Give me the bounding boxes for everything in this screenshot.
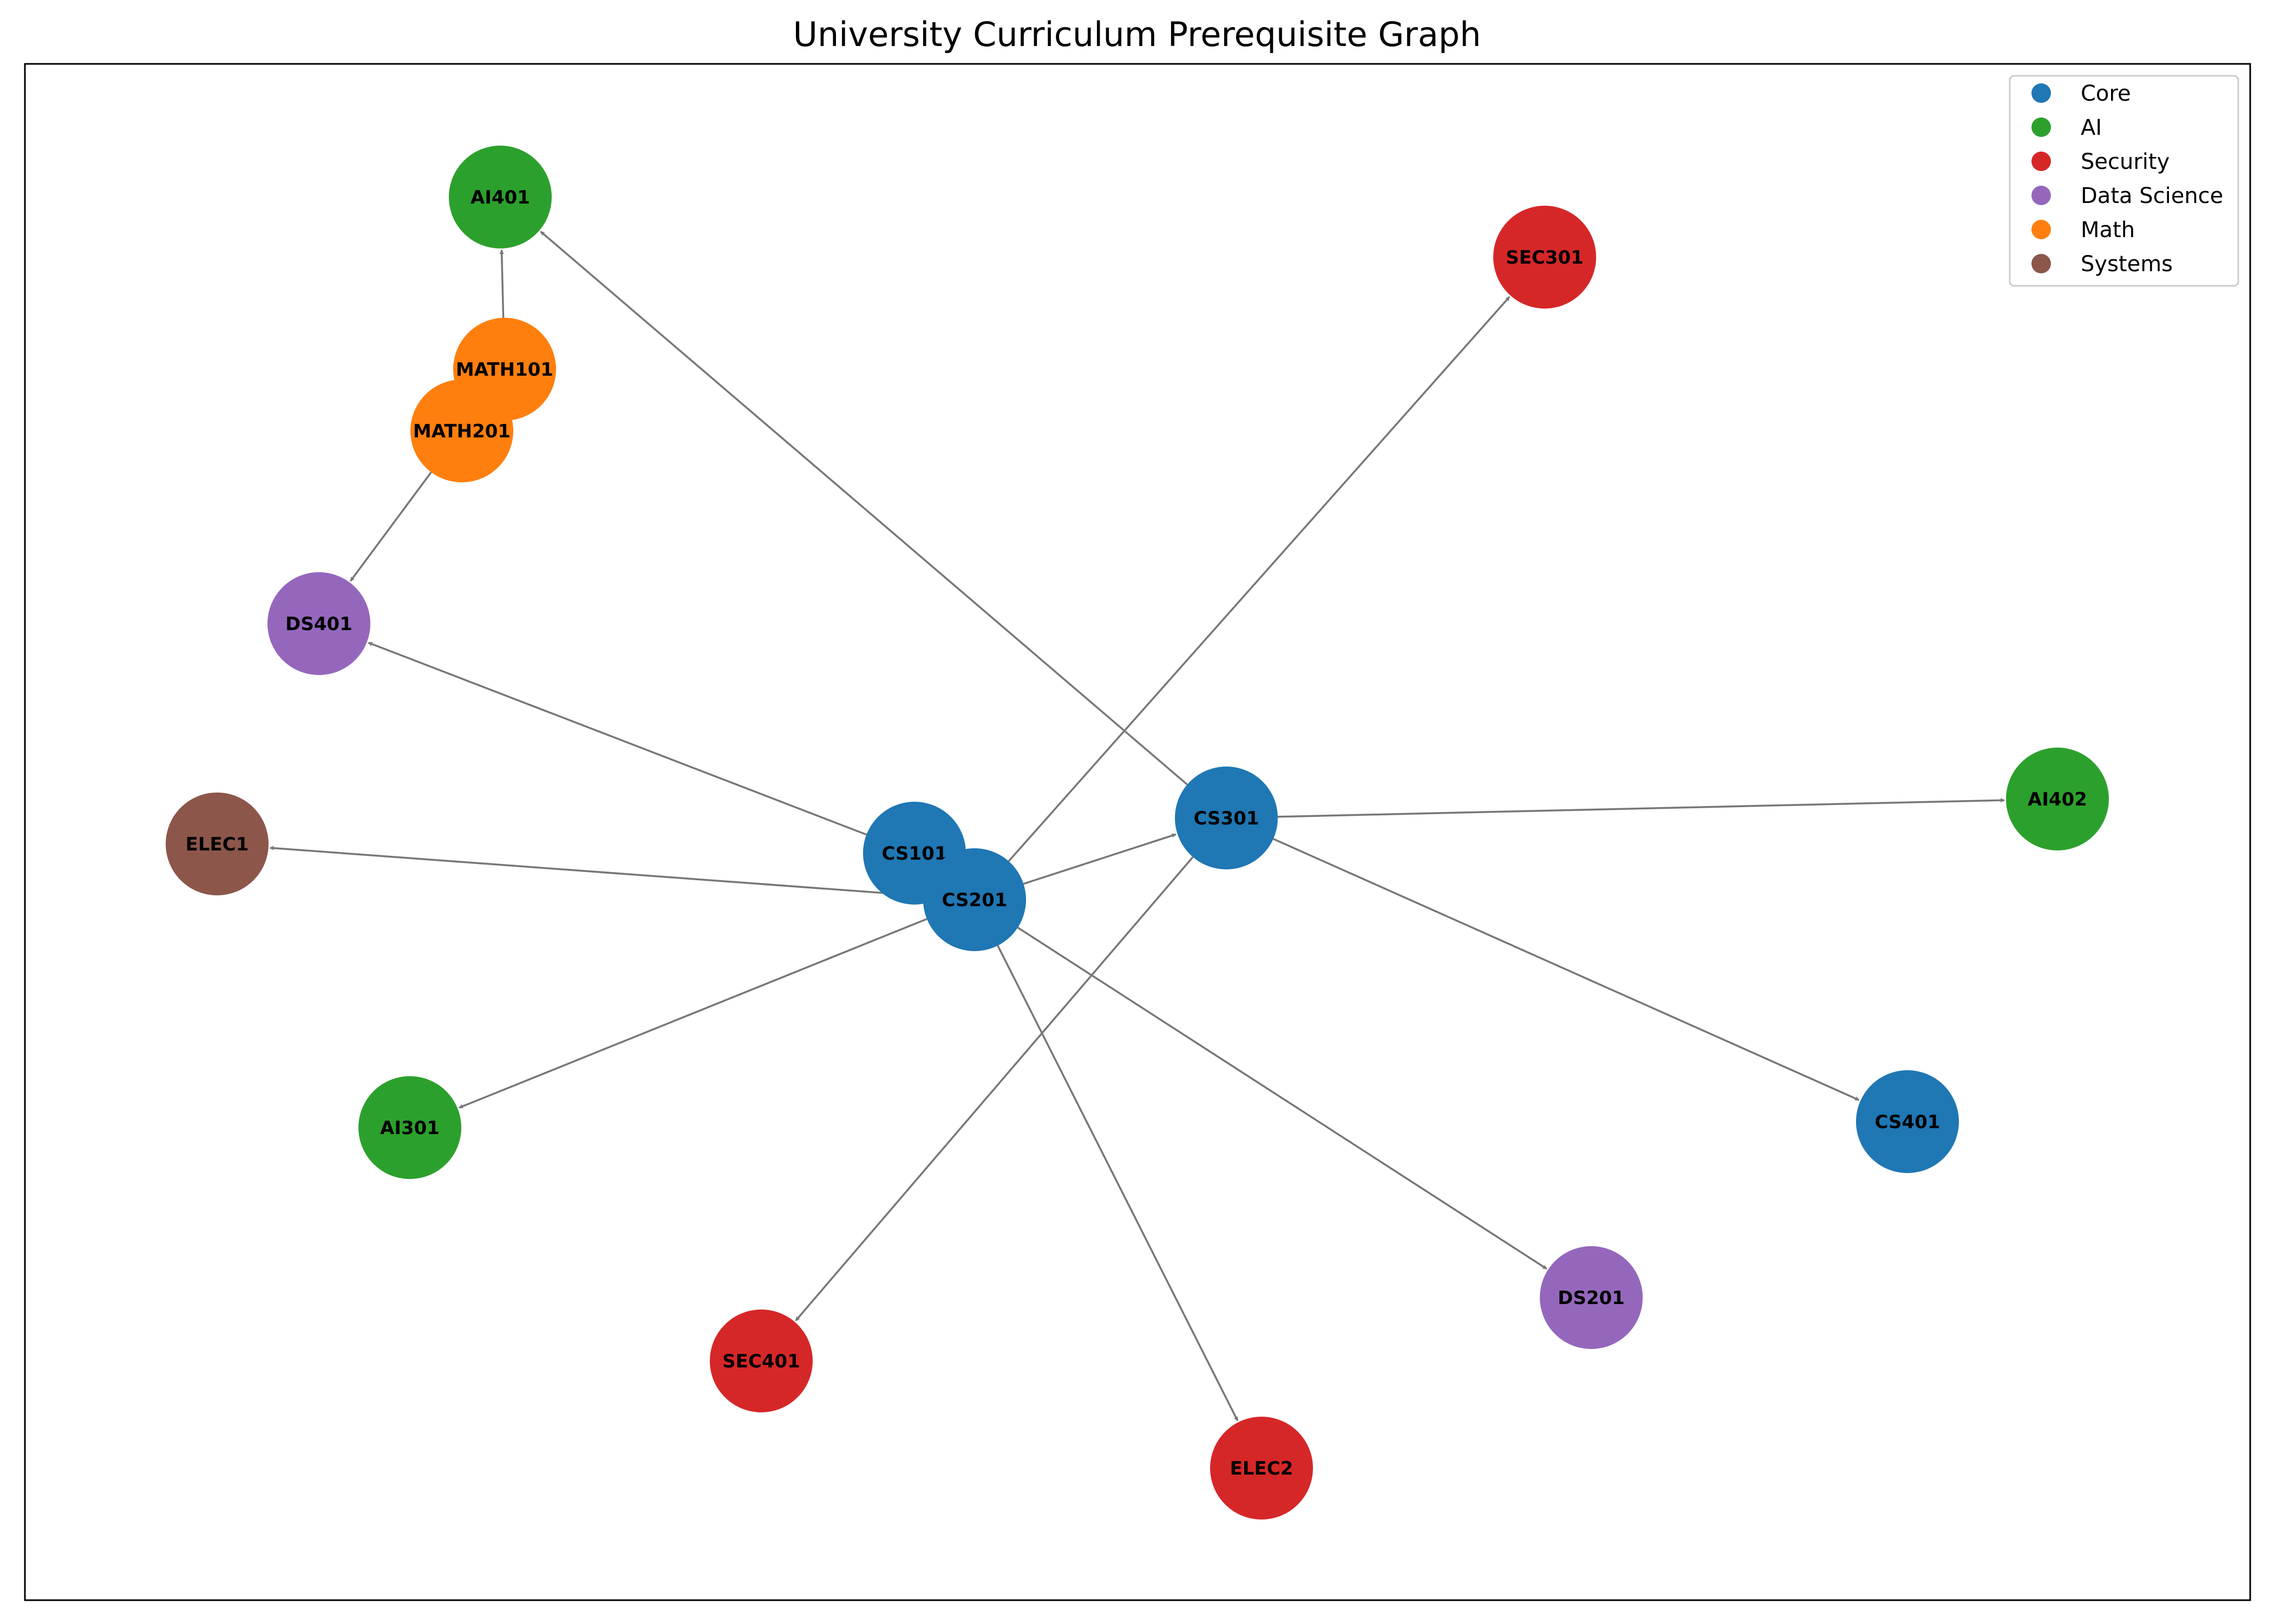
legend-label: Math — [2081, 218, 2135, 243]
node-elec1[interactable]: ELEC1 — [166, 793, 269, 895]
edge-cs201-to-sec301 — [1008, 296, 1511, 862]
legend-label: Systems — [2081, 252, 2173, 277]
node-circle — [1175, 767, 1278, 869]
node-elec2[interactable]: ELEC2 — [1210, 1417, 1313, 1520]
node-ds201[interactable]: DS201 — [1540, 1246, 1643, 1349]
node-label: CS201 — [942, 889, 1007, 911]
edge-cs101-to-ds401 — [368, 641, 867, 836]
node-cs201[interactable]: CS201 — [923, 848, 1026, 951]
legend-item-security: Security — [2031, 149, 2170, 174]
legend-item-ds: Data Science — [2031, 184, 2223, 208]
node-circle — [1856, 1070, 1959, 1173]
edge-cs201-to-elec1 — [269, 846, 924, 897]
legend-marker — [2031, 220, 2051, 239]
node-cs301[interactable]: CS301 — [1175, 767, 1278, 869]
plot-frame — [24, 63, 2251, 1601]
legend-item-core: Core — [2031, 81, 2131, 106]
edge-cs301-to-ai401 — [540, 231, 1188, 785]
legend-label: Security — [2081, 149, 2170, 174]
legend-label: Data Science — [2081, 184, 2223, 208]
legend-marker — [2031, 152, 2051, 171]
node-sec401[interactable]: SEC401 — [710, 1309, 813, 1412]
node-circle — [2006, 748, 2109, 850]
node-label: ELEC1 — [186, 834, 249, 855]
legend-marker — [2031, 186, 2051, 205]
node-label: MATH201 — [413, 421, 511, 442]
node-circle — [410, 379, 513, 482]
node-label: CS101 — [881, 843, 947, 865]
node-circle — [267, 572, 370, 675]
nodes-layer: AI401 SEC301 MATH101 MATH201 DS401 ELEC1 CS301… — [166, 146, 2109, 1520]
node-math201[interactable]: MATH201 — [410, 379, 513, 482]
edge-cs201-to-ds201 — [1017, 927, 1547, 1270]
node-circle — [166, 793, 269, 895]
node-label: SEC401 — [722, 1351, 800, 1372]
node-label: SEC301 — [1506, 247, 1584, 269]
node-label: CS301 — [1193, 808, 1259, 829]
node-label: DS401 — [285, 613, 352, 635]
node-label: CS401 — [1874, 1111, 1940, 1133]
node-label: AI401 — [471, 187, 530, 208]
node-circle — [358, 1076, 461, 1179]
node-ai402[interactable]: AI402 — [2006, 748, 2109, 850]
legend-item-systems: Systems — [2031, 252, 2173, 277]
node-label: AI301 — [380, 1117, 440, 1139]
edge-cs301-to-cs401 — [1273, 838, 1860, 1101]
node-circle — [1540, 1246, 1643, 1349]
node-circle — [1493, 206, 1596, 309]
legend-marker — [2031, 83, 2051, 103]
legend-marker — [2031, 117, 2051, 137]
node-label: DS201 — [1558, 1287, 1625, 1309]
node-ai401[interactable]: AI401 — [449, 146, 552, 248]
edge-cs201-to-elec2 — [997, 945, 1239, 1422]
legend: Core AI Security Data Science Math Systems — [2009, 75, 2239, 287]
edge-cs201-to-cs301 — [1023, 833, 1177, 885]
graph-title: University Curriculum Prerequisite Graph — [793, 15, 1481, 54]
legend-box — [2009, 75, 2239, 287]
node-circle — [449, 146, 552, 248]
edges-layer — [269, 231, 2005, 1422]
edge-cs301-to-sec401 — [795, 856, 1194, 1321]
legend-item-math: Math — [2031, 218, 2135, 243]
legend-label: AI — [2081, 115, 2102, 140]
legend-item-ai: AI — [2031, 115, 2102, 140]
node-sec301[interactable]: SEC301 — [1493, 206, 1596, 309]
node-ai301[interactable]: AI301 — [358, 1076, 461, 1179]
node-circle — [710, 1309, 813, 1412]
node-cs401[interactable]: CS401 — [1856, 1070, 1959, 1173]
node-circle — [923, 848, 1026, 951]
edge-math101-to-ai401 — [499, 250, 505, 318]
legend-label: Core — [2081, 81, 2131, 106]
node-ds401[interactable]: DS401 — [267, 572, 370, 675]
node-label: AI402 — [2028, 789, 2087, 810]
node-label: ELEC2 — [1230, 1458, 1293, 1479]
edge-cs301-to-ai402 — [1277, 798, 2005, 818]
legend-marker — [2031, 254, 2051, 273]
node-label: MATH101 — [456, 359, 553, 381]
edge-math201-to-ds401 — [349, 472, 432, 582]
node-circle — [1210, 1417, 1313, 1520]
edge-cs201-to-ai301 — [458, 918, 927, 1109]
